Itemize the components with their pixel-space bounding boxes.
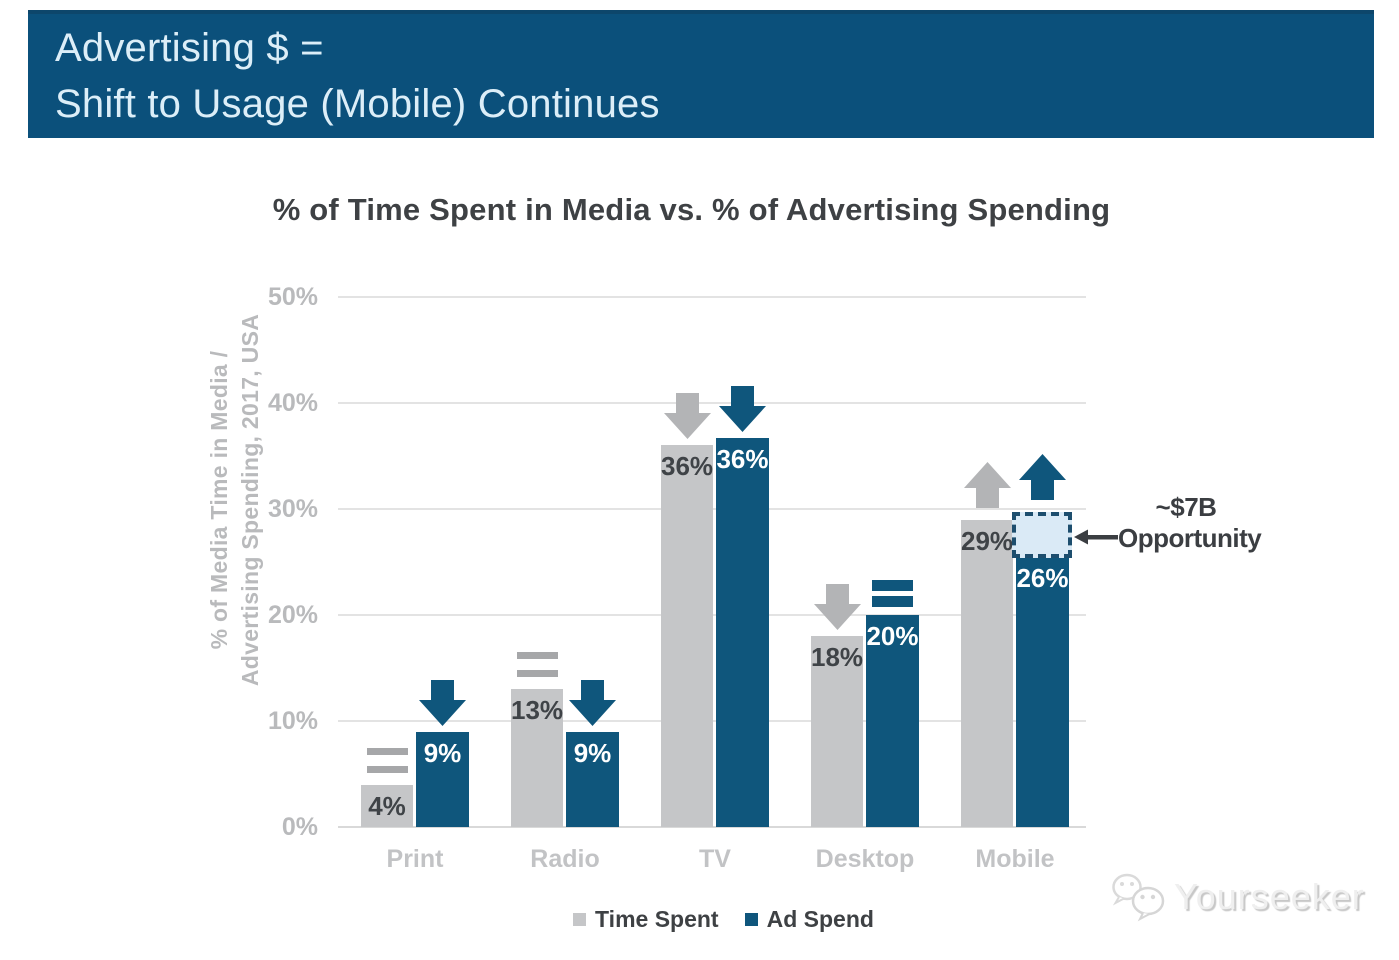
up-arrow-icon: [1019, 454, 1066, 500]
equals-bar: [367, 766, 408, 773]
down-arrow-icon: [814, 584, 861, 630]
legend-label-ad-spend: Ad Spend: [766, 906, 874, 932]
bar-value-label-mobile-ad-spend: 26%: [1016, 563, 1069, 593]
bar-value-label-radio-ad-spend: 9%: [573, 738, 612, 768]
bar-value-label-tv-time-spent: 36%: [661, 451, 714, 481]
bar-value-label-desktop-time-spent: 18%: [811, 642, 864, 672]
legend-item-time-spent: Time Spent: [573, 906, 719, 933]
down-arrow-icon: [419, 680, 466, 726]
bar-value-label-radio-time-spent: 13%: [511, 695, 564, 725]
annotation-left-arrow-icon: [1074, 529, 1118, 545]
y-tick-40pct: 40%: [267, 389, 318, 417]
bar-value-label-desktop-ad-spend: 20%: [866, 621, 919, 651]
bar-print-time-spent: 4%: [361, 785, 413, 827]
flat-equals-icon: [872, 580, 913, 607]
bar-mobile-ad-spend: 26%: [1016, 551, 1069, 827]
bar-value-label-print-time-spent: 4%: [368, 791, 406, 821]
watermark-text: Yourseeker: [1174, 876, 1365, 917]
legend-swatch-ad-spend: [744, 913, 758, 926]
x-label-radio: Radio: [530, 845, 600, 873]
y-tick-50pct: 50%: [267, 283, 318, 311]
watermark: Yourseeker: [1110, 872, 1365, 922]
equals-bar: [367, 748, 408, 755]
flat-equals-icon: [367, 748, 408, 773]
bar-value-label-tv-ad-spend: 36%: [716, 444, 769, 474]
bar-tv-ad-spend: 36%: [716, 438, 769, 827]
gridline-0pct: [338, 826, 1086, 828]
x-label-print: Print: [386, 845, 444, 873]
annotation-line1: ~$7B: [1155, 492, 1217, 522]
bar-tv-time-spent: 36%: [661, 445, 713, 827]
gridline-50pct: [338, 296, 1086, 298]
annotation-line2: Opportunity: [1118, 523, 1262, 553]
bar-value-label-print-ad-spend: 9%: [423, 738, 462, 768]
y-tick-30pct: 30%: [267, 495, 318, 523]
equals-bar: [872, 580, 913, 591]
gridline-40pct: [338, 402, 1086, 404]
legend-swatch-time-spent: [573, 913, 587, 926]
y-tick-10pct: 10%: [267, 707, 318, 735]
up-arrow-icon: [964, 462, 1011, 508]
y-tick-0pct: 0%: [281, 813, 318, 841]
x-label-mobile: Mobile: [975, 845, 1055, 873]
bar-print-ad-spend: 9%: [416, 732, 469, 827]
bar-radio-ad-spend: 9%: [566, 732, 619, 827]
bar-radio-time-spent: 13%: [511, 689, 563, 827]
title-banner: Advertising $ = Shift to Usage (Mobile) …: [28, 10, 1374, 138]
opportunity-gap-box: [1012, 512, 1072, 558]
banner-title-line1: Advertising $ =: [55, 26, 324, 70]
legend-item-ad-spend: Ad Spend: [744, 906, 874, 933]
equals-bar: [517, 670, 558, 677]
legend-label-time-spent: Time Spent: [595, 906, 719, 932]
wechat-logo-icon: [1112, 873, 1165, 922]
bar-desktop-time-spent: 18%: [811, 636, 863, 827]
y-tick-20pct: 20%: [267, 601, 318, 629]
equals-bar: [872, 596, 913, 607]
down-arrow-icon: [719, 386, 766, 432]
banner-title-line2: Shift to Usage (Mobile) Continues: [55, 82, 660, 126]
opportunity-annotation: ~$7B Opportunity: [1118, 492, 1262, 554]
legend: Time Spent Ad Spend: [24, 906, 1399, 933]
bar-value-label-mobile-time-spent: 29%: [961, 526, 1014, 556]
down-arrow-icon: [569, 680, 616, 726]
chart-title: % of Time Spent in Media vs. % of Advert…: [272, 192, 1111, 227]
flat-equals-icon: [517, 652, 558, 677]
down-arrow-icon: [664, 393, 711, 439]
x-label-desktop: Desktop: [815, 845, 915, 873]
equals-bar: [517, 652, 558, 659]
bar-desktop-ad-spend: 20%: [866, 615, 919, 827]
bar-mobile-time-spent: 29%: [961, 520, 1013, 827]
x-label-tv: TV: [699, 845, 731, 873]
